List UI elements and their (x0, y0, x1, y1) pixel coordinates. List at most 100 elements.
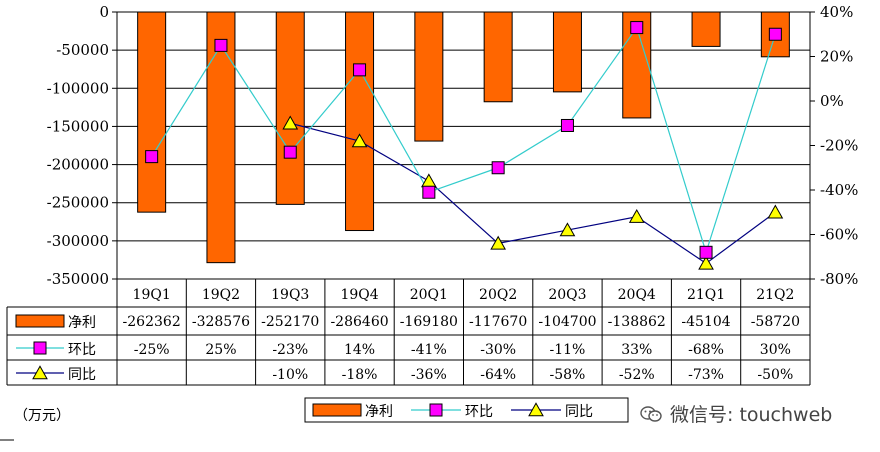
marker-同比-legend (528, 402, 544, 417)
table-value-净利: -252170 (261, 314, 319, 330)
table-value-净利: -58720 (751, 314, 800, 330)
line-segment-环比 (220, 45, 291, 153)
category-label: 19Q2 (202, 287, 240, 303)
watermark-text: 微信号: touchweb (670, 404, 833, 426)
line-segment-环比 (566, 27, 638, 126)
table-value-同比: -58% (550, 367, 586, 383)
category-label: 20Q2 (479, 287, 517, 303)
table-key-净利 (15, 314, 65, 328)
marker-环比 (214, 38, 228, 52)
marker-环比 (353, 63, 367, 77)
marker-环比 (630, 21, 644, 35)
legend-key-净利 (312, 403, 362, 417)
line-segment-环比 (359, 69, 430, 193)
table-value-净利: -45104 (681, 314, 730, 330)
line-segment-同比 (498, 229, 568, 244)
left-tick-label: 0 (99, 3, 109, 21)
line-segment-同比 (705, 211, 776, 264)
marker-同比 (490, 235, 507, 250)
marker-同比 (282, 115, 299, 130)
line-segment-环比 (428, 167, 499, 193)
category-label: 20Q3 (548, 287, 586, 303)
right-tick-label: -80% (820, 270, 858, 288)
left-tick-label: -200000 (47, 156, 109, 174)
series-label-同比: 同比 (68, 367, 96, 383)
table-value-环比: 25% (205, 342, 236, 358)
table-value-净利: -117670 (469, 314, 527, 330)
wechat-icon (640, 406, 662, 422)
left-tick-label: -150000 (47, 117, 109, 135)
bar-净利 (275, 11, 305, 205)
marker-环比 (491, 161, 505, 175)
table-value-环比: 14% (344, 342, 375, 358)
marker-环比 (560, 118, 574, 132)
left-tick-label: -300000 (47, 232, 109, 250)
table-value-环比: -11% (550, 342, 586, 358)
legend-label-同比: 同比 (565, 404, 593, 420)
bar-净利 (691, 11, 721, 47)
marker-同比 (559, 222, 576, 237)
left-tick-label: -100000 (47, 79, 109, 97)
category-label: 21Q1 (687, 287, 725, 303)
marker-同比-key (32, 365, 48, 380)
line-segment-环比 (497, 124, 568, 169)
table-value-同比: -64% (480, 367, 516, 383)
category-label: 20Q4 (618, 287, 656, 303)
right-tick-label: 20% (820, 48, 853, 66)
left-tick-label: -250000 (47, 194, 109, 212)
left-tick-label: -50000 (56, 41, 109, 59)
table-value-同比: -50% (757, 367, 793, 383)
category-label: 19Q4 (340, 287, 378, 303)
table-value-同比: -52% (619, 367, 655, 383)
right-tick-label: 40% (820, 3, 853, 21)
line-segment-同比 (567, 216, 637, 231)
table-value-同比: -18% (342, 367, 378, 383)
table-value-环比: -25% (134, 342, 170, 358)
marker-同比 (351, 133, 368, 148)
series-label-净利: 净利 (68, 315, 96, 331)
right-tick-label: -60% (820, 226, 858, 244)
table-value-净利: -328576 (192, 314, 250, 330)
series-label-环比: 环比 (68, 342, 96, 358)
bar-净利 (137, 11, 167, 213)
line-segment-环比 (705, 34, 776, 253)
line-segment-同比 (636, 216, 707, 264)
right-tick-label: -20% (820, 137, 858, 155)
wechat-watermark: 微信号: touchweb (640, 400, 832, 427)
table-value-环比: 30% (760, 342, 791, 358)
bar-净利 (414, 11, 444, 142)
table-value-环比: -41% (411, 342, 447, 358)
table-value-净利: -169180 (400, 314, 458, 330)
marker-环比 (422, 185, 436, 199)
line-segment-同比 (290, 122, 360, 142)
line-segment-环比 (151, 45, 222, 157)
bar-净利 (345, 11, 375, 232)
line-segment-同比 (359, 140, 430, 182)
marker-环比 (145, 150, 159, 164)
bar-净利 (483, 11, 513, 103)
line-segment-环比 (289, 69, 361, 153)
unit-label: （万元） (14, 408, 70, 424)
table-value-环比: -30% (480, 342, 516, 358)
marker-同比 (698, 255, 714, 270)
table-value-环比: -68% (688, 342, 724, 358)
marker-环比 (283, 145, 297, 159)
line-segment-环比 (636, 27, 707, 253)
marker-环比 (699, 245, 713, 259)
table-value-净利: -262362 (123, 314, 181, 330)
table-value-净利: -286460 (330, 314, 388, 330)
table-value-净利: -138862 (608, 314, 666, 330)
legend-label-环比: 环比 (465, 404, 493, 420)
bar-净利 (552, 11, 582, 93)
marker-环比-key (33, 341, 47, 355)
marker-环比-legend (429, 403, 443, 417)
marker-环比 (768, 27, 782, 41)
category-label: 19Q1 (133, 287, 171, 303)
table-value-同比: -10% (272, 367, 308, 383)
table-value-环比: 33% (621, 342, 652, 358)
left-tick-label: -350000 (47, 270, 109, 288)
right-tick-label: 0% (820, 92, 844, 110)
table-value-同比: -36% (411, 367, 447, 383)
marker-同比 (767, 204, 784, 219)
